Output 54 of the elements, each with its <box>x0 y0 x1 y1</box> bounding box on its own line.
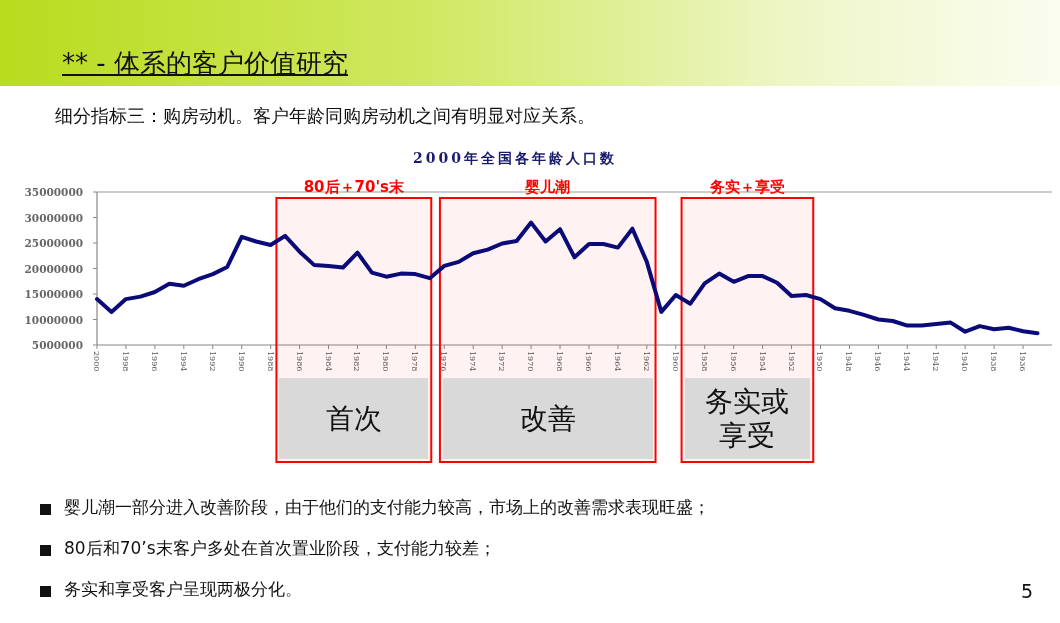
x-tick-label: 1990 <box>236 351 246 372</box>
y-tick-label: 10000000 <box>24 313 83 326</box>
y-tick-label: 5000000 <box>31 339 83 351</box>
text: 首次 <box>279 378 429 459</box>
text: 务实或享受 <box>684 378 811 459</box>
x-tick-label: 1968 <box>555 351 565 372</box>
x-tick-label: 1936 <box>1018 351 1028 372</box>
band-label: 80后＋70's末 <box>303 178 405 196</box>
y-tick-label: 20000000 <box>24 262 83 275</box>
x-tick-label: 1944 <box>902 351 912 372</box>
x-tick-label: 1994 <box>178 351 188 372</box>
y-tick-label: 15000000 <box>24 288 83 300</box>
x-tick-label: 1952 <box>786 351 796 372</box>
text: 改善 <box>442 378 653 459</box>
y-tick-label: 25000000 <box>24 237 83 249</box>
x-tick-label: 1992 <box>207 351 217 372</box>
text: 务实和享受客户呈现两极分化。 <box>64 578 302 601</box>
x-tick-label: 1964 <box>612 351 622 372</box>
text: 婴儿潮一部分进入改善阶段，由于他们的支付能力较高，市场上的改善需求表现旺盛； <box>64 496 710 519</box>
x-tick-label: 1966 <box>583 351 593 372</box>
x-tick-label: 1972 <box>497 351 507 372</box>
x-tick-label: 1960 <box>670 351 680 372</box>
x-tick-label: 1940 <box>960 351 970 372</box>
x-tick-label: 1962 <box>641 351 651 372</box>
x-tick-label: 1998 <box>120 351 130 372</box>
x-tick-label: 1984 <box>323 351 333 372</box>
x-tick-label: 1938 <box>989 351 999 372</box>
y-tick-label: 35000000 <box>24 186 83 198</box>
chart-title: 2000年全国各年龄人口数 <box>413 150 617 166</box>
x-tick-label: 1974 <box>468 351 478 372</box>
y-tick-label: 30000000 <box>24 211 83 224</box>
band-label: 务实＋享受 <box>708 178 785 196</box>
band-label: 婴儿潮 <box>524 178 571 196</box>
text: 5 <box>1021 580 1034 602</box>
x-tick-label: 1980 <box>381 351 391 372</box>
x-tick-label: 1950 <box>815 351 825 372</box>
x-tick-label: 1982 <box>352 351 362 372</box>
x-tick-label: 1948 <box>844 351 854 372</box>
x-tick-label: 1976 <box>439 351 449 372</box>
text: ** - 体系的客户价值研究 <box>62 47 348 80</box>
x-tick-label: 1986 <box>294 351 304 372</box>
text: 80后和70’s末客户多处在首次置业阶段，支付能力较差； <box>64 537 496 560</box>
x-tick-label: 2000 <box>92 351 101 372</box>
x-tick-label: 1978 <box>410 351 420 372</box>
x-tick-label: 1970 <box>526 351 536 372</box>
x-tick-label: 1954 <box>757 351 767 372</box>
x-tick-label: 1946 <box>873 351 883 372</box>
x-tick-label: 1956 <box>728 351 738 372</box>
x-tick-label: 1988 <box>265 351 275 372</box>
line-series <box>95 220 1040 336</box>
x-tick-label: 1958 <box>699 351 709 372</box>
x-tick-label: 1942 <box>931 351 941 372</box>
chart-subtitle: 细分指标三：购房动机。客户年龄同购房动机之间有明显对应关系。 <box>55 104 595 128</box>
x-tick-label: 1996 <box>149 351 159 372</box>
